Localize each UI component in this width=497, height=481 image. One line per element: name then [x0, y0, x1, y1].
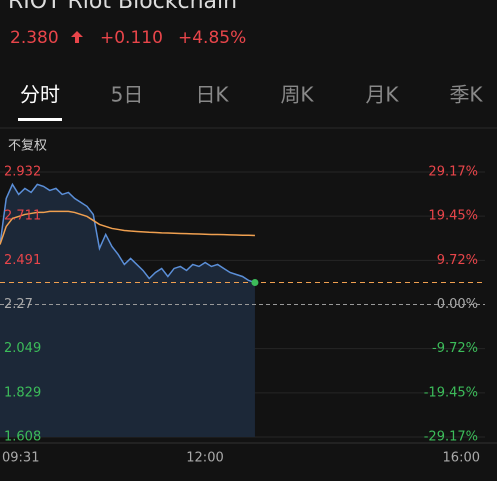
y2-tick-label: -9.72% [432, 341, 478, 356]
chart: 29.17%19.45%9.72%0.00%-9.72%-19.45%-29.1… [0, 165, 497, 466]
price: 2.380 [10, 28, 59, 48]
tab-underline [18, 118, 62, 121]
y2-tick-label: 9.72% [437, 253, 478, 268]
stock-title: RIOT Riot Blockchain [8, 0, 237, 14]
y-tick-label: 2.27 [4, 297, 33, 312]
y2-tick-label: 29.17% [428, 165, 478, 180]
x-tick-label: 16:00 [443, 451, 480, 466]
y2-tick-label: -29.17% [424, 430, 478, 445]
tab[interactable]: 周K [280, 83, 314, 107]
current-point [251, 278, 259, 286]
y2-tick-label: 19.45% [428, 209, 478, 224]
tabs: 分时 5日 日K 周K 月K 季K [20, 83, 483, 107]
tab[interactable]: 5日 [111, 83, 144, 107]
price-area [0, 184, 255, 437]
y2-tick-label: -19.45% [424, 385, 478, 400]
tab[interactable]: 月K [365, 83, 399, 107]
tab[interactable]: 分时 [20, 83, 60, 107]
tab[interactable]: 季K [449, 83, 483, 107]
up-arrow [71, 31, 83, 43]
y-tick-label: 2.711 [4, 209, 41, 224]
y-tick-label: 2.491 [4, 253, 41, 268]
tab[interactable]: 日K [195, 83, 229, 107]
y-tick-label: 1.608 [4, 430, 41, 445]
price-line [0, 182, 256, 284]
adjust-label: 不复权 [8, 138, 47, 154]
change-pct: +4.85% [178, 28, 246, 48]
y-tick-label: 2.932 [4, 165, 41, 180]
average-line [0, 210, 255, 245]
x-tick-label: 09:31 [2, 451, 39, 466]
x-tick-label: 12:00 [186, 451, 223, 466]
y-tick-label: 2.049 [4, 341, 41, 356]
y-tick-label: 1.829 [4, 385, 41, 400]
change: +0.110 [100, 28, 163, 48]
